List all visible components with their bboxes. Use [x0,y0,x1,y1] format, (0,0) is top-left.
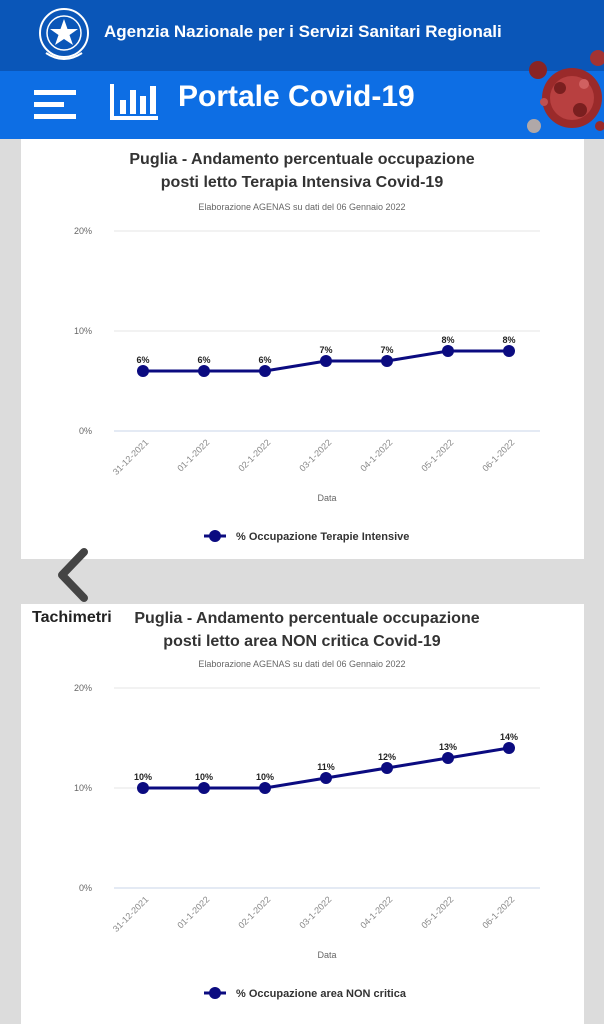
chevron-left-icon[interactable] [52,548,96,602]
italian-republic-emblem-icon [39,8,89,60]
data-label: 7% [380,345,393,355]
x-tick-label: 31-12-2021 [111,437,151,477]
data-point [137,365,149,377]
chart2-title-line2: posti letto area NON critica Covid-19 [163,633,441,650]
data-label: 6% [136,355,149,365]
data-label: 10% [195,772,213,782]
y-tick-label: 20% [74,683,92,693]
portal-title: Portale Covid-19 [178,80,415,113]
agency-title: Agenzia Nazionale per i Servizi Sanitari… [104,22,502,41]
x-tick-label: 02-1-2022 [236,437,272,473]
data-label: 7% [319,345,332,355]
y-tick-label: 10% [74,783,92,793]
chart1-subtitle: Elaborazione AGENAS su dati del 06 Genna… [198,202,406,212]
data-label: 8% [502,335,515,345]
data-point [381,762,393,774]
x-axis-title: Data [317,493,336,503]
hamburger-menu-icon[interactable] [34,88,78,122]
x-tick-label: 01-1-2022 [175,437,211,473]
data-point [198,782,210,794]
data-point [503,345,515,357]
x-tick-label: 31-12-2021 [111,894,151,934]
legend-marker [209,530,221,542]
chart-terapia-intensiva: 0% 10% 20% 6% 31-12-2021 6% 01-1-2022 6% 02-1-20… [74,226,540,543]
chart1-title-line1: Puglia - Andamento percentuale occupazio… [129,151,475,168]
data-point [259,365,271,377]
y-tick-label: 0% [79,426,92,436]
x-tick-label: 03-1-2022 [297,437,333,473]
data-label: 6% [258,355,271,365]
data-point [381,355,393,367]
chart2-title-line1: Puglia - Andamento percentuale occupazio… [134,610,480,627]
top-header [0,0,604,71]
x-tick-label: 04-1-2022 [358,894,394,930]
data-label: 10% [256,772,274,782]
y-tick-label: 10% [74,326,92,336]
data-point [137,782,149,794]
data-point [320,772,332,784]
chart-card-area-non-critica [21,604,584,1024]
data-label: 14% [500,732,518,742]
data-point [259,782,271,794]
x-axis-title: Data [317,950,336,960]
y-tick-label: 20% [74,226,92,236]
y-tick-label: 0% [79,883,92,893]
data-label: 11% [317,762,335,772]
chart2-title: Puglia - Andamento percentuale occupazio… [0,607,604,653]
legend-label: % Occupazione Terapie Intensive [236,531,409,543]
x-tick-label: 05-1-2022 [419,437,455,473]
tachimetri-link[interactable]: Tachimetri [32,609,112,626]
data-point [198,365,210,377]
portal-bar [0,71,604,139]
chart-area-non-critica: 0% 10% 20% 10% 31-12-2021 10% 01-1-2022 10% 02-1… [74,683,540,1000]
x-tick-label: 05-1-2022 [419,894,455,930]
x-tick-label: 04-1-2022 [358,437,394,473]
data-label: 12% [378,752,396,762]
data-point [503,742,515,754]
bar-chart-icon [110,84,158,120]
data-point [320,355,332,367]
data-label: 8% [441,335,454,345]
data-label: 10% [134,772,152,782]
coronavirus-illustration-icon [527,50,604,133]
x-tick-label: 01-1-2022 [175,894,211,930]
x-tick-label: 06-1-2022 [480,894,516,930]
legend-marker [209,987,221,999]
chart-card-terapia-intensiva [21,139,584,559]
x-tick-label: 03-1-2022 [297,894,333,930]
data-point [442,345,454,357]
chart1-title-line2: posti letto Terapia Intensiva Covid-19 [160,174,444,191]
chart1-title: Puglia - Andamento percentuale occupazio… [0,148,604,194]
data-point [442,752,454,764]
legend-label: % Occupazione area NON critica [236,988,407,1000]
x-tick-label: 02-1-2022 [236,894,272,930]
x-tick-label: 06-1-2022 [480,437,516,473]
data-label: 13% [439,742,457,752]
chart2-subtitle: Elaborazione AGENAS su dati del 06 Genna… [198,659,406,669]
data-label: 6% [197,355,210,365]
